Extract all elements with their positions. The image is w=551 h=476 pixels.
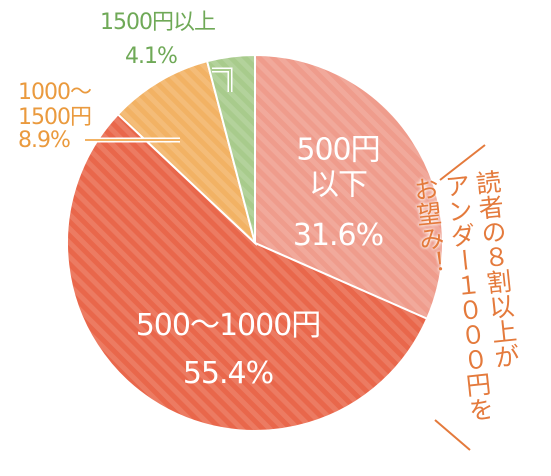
deco-line [434, 419, 471, 451]
slice-stripes [207, 55, 255, 243]
category-label: 1000〜 1500円 [18, 80, 92, 131]
slice-stripes [255, 55, 443, 319]
deco-line [439, 144, 486, 181]
category-label: 500円 以下 [296, 132, 380, 202]
category-label: 1500円以上 [100, 10, 216, 35]
slice-stripes [66, 114, 428, 432]
value-label: 8.9% [18, 128, 71, 153]
slice-stripes [117, 61, 256, 243]
leader-line [212, 69, 231, 92]
category-label: 500〜1000円 [135, 307, 322, 343]
value-label: 4.1% [125, 44, 178, 69]
value-label: 31.6% [292, 217, 384, 253]
value-label: 55.4% [182, 355, 274, 391]
